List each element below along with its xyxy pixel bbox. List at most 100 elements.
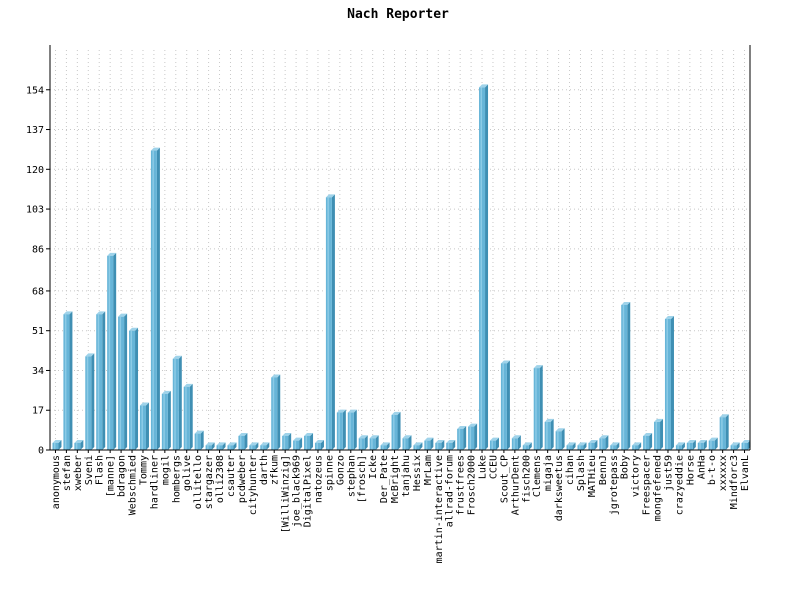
bar [314, 439, 324, 450]
x-category-label: Flash [95, 455, 106, 485]
bar-top [533, 365, 543, 369]
bar [588, 439, 598, 450]
bar-highlight [655, 421, 658, 450]
bar [413, 442, 423, 450]
bar-top [555, 428, 565, 432]
bar-side [266, 442, 270, 450]
bar-side [452, 439, 456, 450]
bar-side [397, 411, 401, 450]
x-category-label: darksweetus [554, 455, 565, 521]
bar-highlight [611, 445, 614, 450]
bar-top [588, 439, 598, 443]
bar-side [441, 439, 445, 450]
bar-highlight [207, 445, 209, 450]
x-category-label: stefan [62, 455, 73, 491]
bar [533, 365, 543, 450]
bar-top [183, 383, 193, 387]
bar-highlight [743, 442, 745, 450]
bar-side [495, 437, 499, 450]
bar-top [205, 442, 215, 446]
bar [544, 418, 554, 450]
bar-top [686, 439, 696, 443]
bar-side [430, 437, 434, 450]
x-category-label: Boby [620, 455, 631, 479]
bar-side [69, 311, 73, 450]
bar-side [320, 439, 324, 450]
bar-highlight [436, 442, 439, 450]
x-category-label: DigitalPixel [303, 455, 314, 527]
bar-side [550, 418, 554, 450]
bar-side [102, 311, 106, 450]
bar [118, 313, 128, 450]
bar-top [610, 442, 620, 446]
bar-top [632, 442, 642, 446]
bar-top [325, 194, 335, 198]
bar-side [561, 428, 565, 450]
bar-side [353, 409, 357, 450]
bar [741, 439, 751, 450]
bar-side [572, 442, 576, 450]
x-category-label: just59 [663, 455, 674, 491]
bar-side [156, 147, 160, 451]
x-category-label: stephan [346, 455, 357, 497]
bar-side [386, 442, 390, 450]
bar-highlight [578, 445, 581, 450]
bar-top [150, 147, 160, 151]
bar-highlight [469, 426, 472, 450]
bar-highlight [644, 435, 647, 450]
x-category-label: McBright [390, 455, 401, 503]
bar-top [161, 390, 171, 394]
bar-top [282, 432, 292, 436]
bar-top [129, 327, 139, 331]
bar [457, 425, 467, 450]
bar-side [222, 442, 226, 450]
bar [643, 432, 653, 450]
bar [107, 252, 117, 450]
bar [489, 437, 499, 450]
bar-highlight [360, 438, 362, 450]
bar-top [468, 423, 478, 427]
bar-top [479, 84, 489, 88]
y-tick-label: 154 [26, 85, 44, 96]
y-tick-label: 0 [38, 446, 44, 457]
bar-top [500, 360, 510, 364]
bar-highlight [382, 445, 384, 450]
x-category-label: victory [631, 455, 642, 497]
y-tick-label: 34 [32, 366, 44, 377]
bar-top [675, 442, 685, 446]
bar [697, 439, 707, 450]
x-category-label: cihan [565, 455, 576, 485]
bar-top [446, 439, 456, 443]
bar-side [517, 435, 521, 450]
x-category-label: tanjahu [401, 455, 412, 497]
x-category-label: jgrotepass [609, 455, 620, 515]
bar-side [506, 360, 510, 450]
bar-highlight [393, 414, 395, 450]
bar-highlight [294, 440, 297, 450]
bar [511, 435, 521, 450]
bar-highlight [425, 440, 428, 450]
bar [380, 442, 390, 450]
bar [150, 147, 160, 451]
bar-top [216, 442, 226, 446]
bar-top [172, 355, 182, 359]
bar-top [643, 432, 653, 436]
bar-highlight [327, 197, 329, 450]
bar-top [293, 437, 303, 441]
bar [52, 439, 62, 450]
chart-title: Nach Reporter [347, 7, 449, 22]
bar-highlight [414, 445, 417, 450]
x-category-label: xxxxxx [718, 455, 729, 491]
bar-highlight [185, 386, 187, 450]
bar [369, 435, 379, 450]
x-category-label: natozeus [313, 455, 324, 503]
bar-side [681, 442, 685, 450]
bar [686, 439, 696, 450]
bar-highlight [64, 314, 67, 450]
x-category-label: allrad-forum [445, 455, 456, 527]
bar-top [52, 439, 62, 443]
y-tick-label: 17 [32, 406, 44, 417]
y-tick-label: 68 [32, 286, 44, 297]
bar [479, 84, 489, 450]
bar-side [364, 435, 368, 450]
